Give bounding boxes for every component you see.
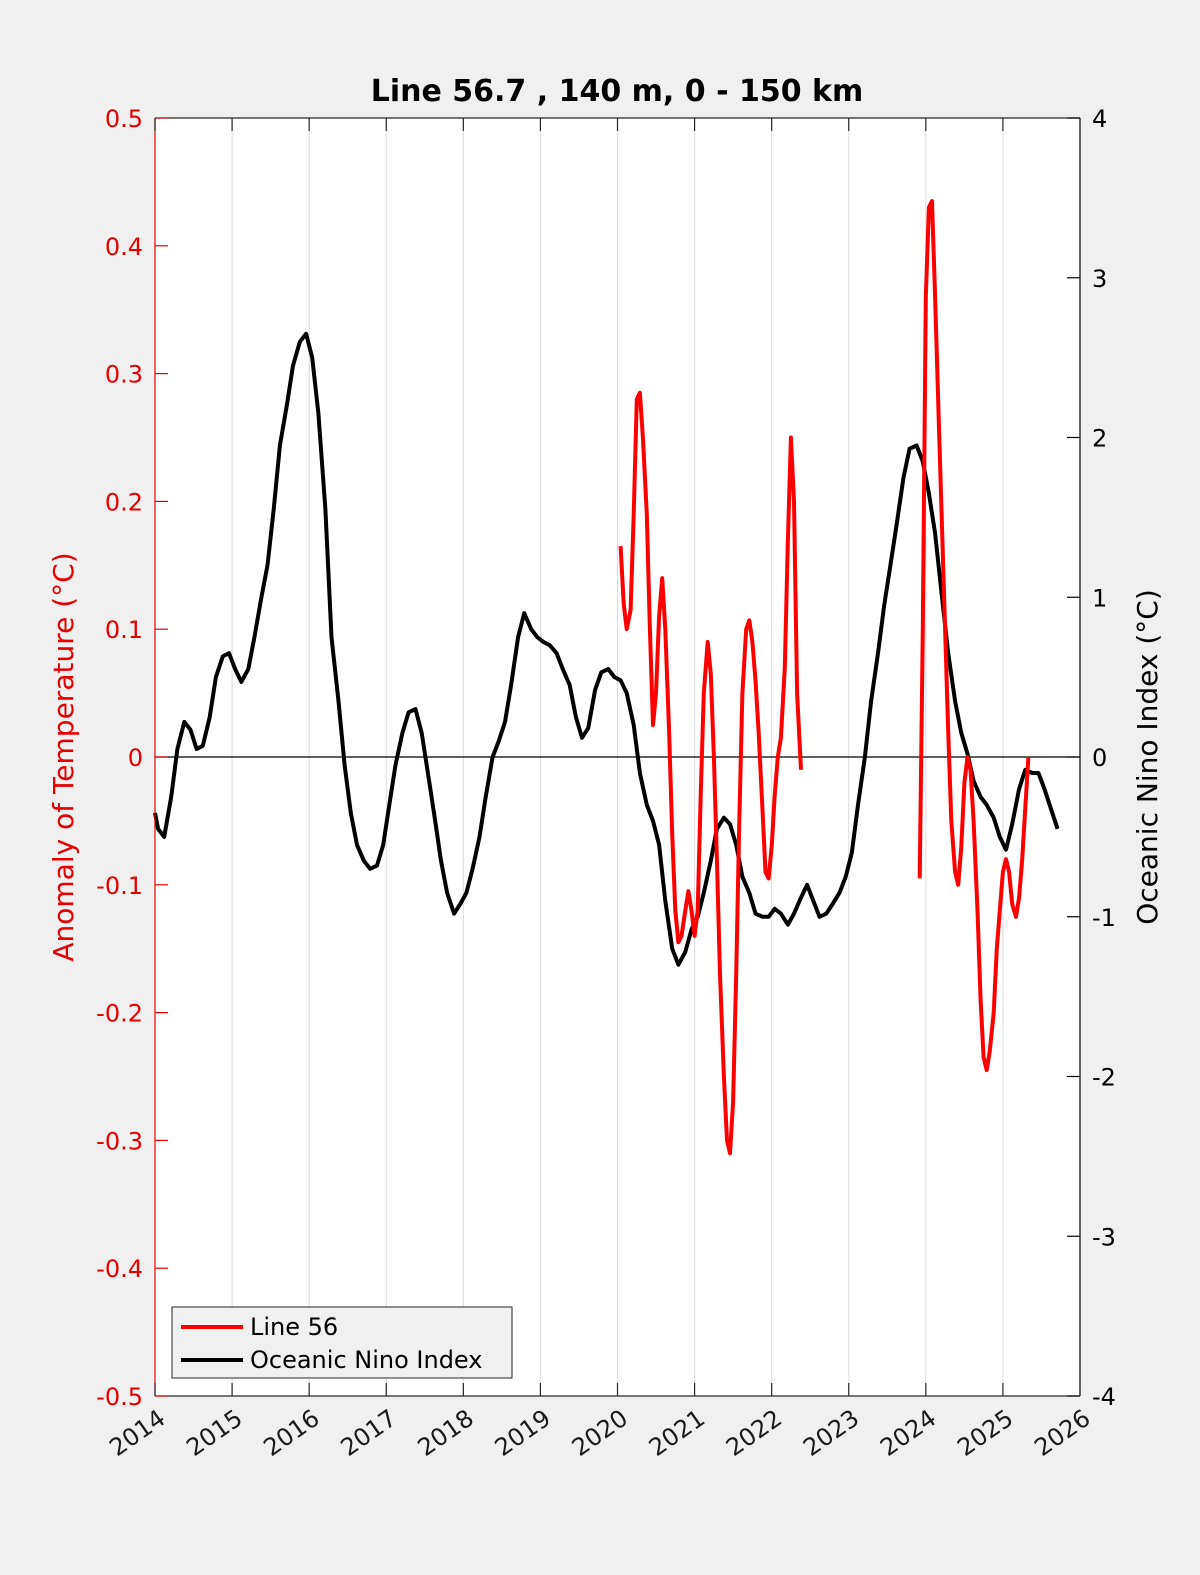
y-tick-label-left: 0.3 (105, 361, 143, 389)
series-layer (153, 199, 1060, 1156)
series-line-56-segment-2 (917, 199, 1031, 1073)
y-tick-label-right: -4 (1092, 1383, 1116, 1411)
y-tick-label-left: -0.5 (96, 1383, 143, 1411)
y-tick-label-left: 0.5 (105, 105, 143, 133)
y-tick-label-right: 3 (1092, 265, 1107, 293)
legend-box (171, 1306, 513, 1379)
y-tick-label-right: -3 (1092, 1223, 1116, 1251)
y-tick-label-left: -0.3 (96, 1127, 143, 1155)
y-tick-label-right: 4 (1092, 105, 1107, 133)
y-tick-label-right: 1 (1092, 584, 1107, 612)
chart-title: Line 56.7 , 140 m, 0 - 150 km (371, 74, 864, 109)
y-tick-label-left: 0.1 (105, 616, 143, 644)
y-tick-label-left: 0 (128, 744, 143, 772)
legend: Line 56 Oceanic Nino Index (171, 1306, 513, 1379)
y-tick-label-right: -1 (1092, 904, 1116, 932)
y-tick-label-right: 0 (1092, 744, 1107, 772)
y-tick-label-left: -0.4 (96, 1255, 143, 1283)
y-tick-label-right: 2 (1092, 425, 1107, 453)
series-line-56-segment-1 (618, 390, 803, 1156)
y-tick-label-left: -0.1 (96, 872, 143, 900)
legend-label-oni: Oceanic Nino Index (250, 1346, 482, 1374)
y-axis-left-label: Anomaly of Temperature (°C) (47, 552, 80, 961)
y-tick-label-left: -0.2 (96, 1000, 143, 1028)
legend-label-line-56: Line 56 (250, 1313, 338, 1341)
y-tick-label-right: -2 (1092, 1064, 1116, 1092)
y-tick-label-left: 0.4 (105, 233, 143, 261)
series-oceanic-nino-index (153, 331, 1060, 967)
y-tick-label-left: 0.2 (105, 488, 143, 516)
y-axis-right-label: Oceanic Nino Index (°C) (1131, 589, 1164, 925)
